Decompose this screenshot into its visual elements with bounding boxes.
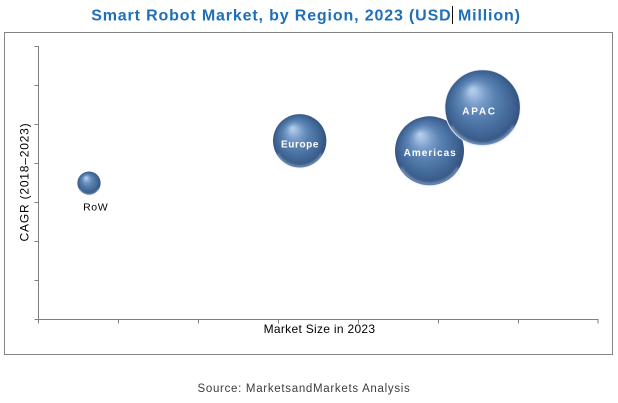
svg-text:Europe: Europe <box>281 140 319 151</box>
svg-text:Americas: Americas <box>404 148 457 159</box>
svg-text:Market Size in 2023: Market Size in 2023 <box>264 322 376 336</box>
svg-text:RoW: RoW <box>83 202 108 214</box>
svg-text:CAGR (2018–2023): CAGR (2018–2023) <box>17 123 31 242</box>
svg-text:APAC: APAC <box>462 107 496 118</box>
